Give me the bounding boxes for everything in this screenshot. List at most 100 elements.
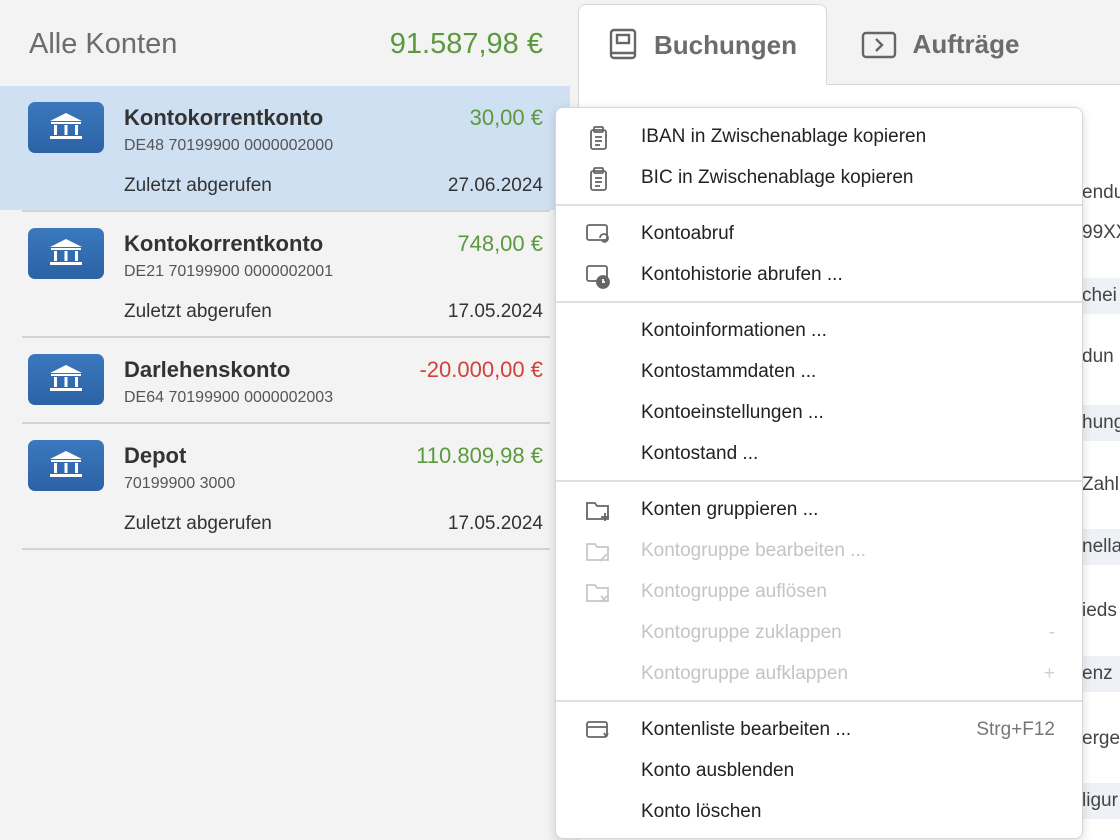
text-fragment: ieds [1082,600,1117,621]
menu-item[interactable]: Kontostand ... [556,433,1082,474]
menu-item: Kontogruppe auflösen [556,571,1082,612]
menu-shortcut: - [1048,621,1055,643]
tab-icon [861,31,896,58]
last-fetched-label: Zuletzt abgerufen [124,175,272,196]
bank-icon [28,228,104,279]
account-row[interactable]: Darlehenskonto DE64 70199900 0000002003 -2… [0,338,570,424]
menu-label: Kontostand ... [641,442,759,464]
menu-item[interactable]: Kontoeinstellungen ... [556,392,1082,433]
menu-label: BIC in Zwischenablage kopieren [641,166,914,188]
text-fragment: erge [1082,728,1120,749]
separator [22,336,550,338]
menu-item: Kontogruppe zuklappen - [556,612,1082,653]
menu-item[interactable]: Kontostammdaten ... [556,351,1082,392]
text-fragment: ligur [1082,790,1118,811]
menu-icon [586,543,609,562]
last-fetched-date: 17.05.2024 [447,301,543,322]
list-title: Alle Konten [29,28,178,60]
menu-separator [556,480,1082,482]
menu-label: Kontogruppe bearbeiten ... [641,539,867,561]
menu-item: Kontogruppe bearbeiten ... [556,530,1082,571]
menu-label: Kontoabruf [641,222,734,244]
account-iban: DE64 70199900 0000002003 [124,389,334,406]
menu-shortcut: + [1043,662,1055,684]
separator [22,210,550,212]
tab-label: Buchungen [654,29,797,60]
menu-label: Kontoinformationen ... [641,319,827,341]
row-stripe [1082,405,1120,441]
account-balance: 30,00 € [469,105,543,130]
account-iban: DE48 70199900 0000002000 [124,137,334,154]
last-fetched-label: Zuletzt abgerufen [124,513,272,534]
menu-item: Kontogruppe aufklappen + [556,653,1082,694]
account-name: Depot [124,443,187,468]
menu-label: Kontogruppe auflösen [641,580,827,602]
row-stripe [1082,529,1120,565]
menu-item[interactable]: Kontoabruf [556,213,1082,254]
menu-label: Kontoeinstellungen ... [641,401,824,423]
text-fragment: chei [1082,285,1117,306]
text-fragment: endu [1082,182,1120,203]
row-stripe [1082,656,1120,692]
menu-item[interactable]: Kontenliste bearbeiten ... Strg+F12 [556,709,1082,750]
menu-icon [586,224,609,243]
menu-item[interactable]: Kontohistorie abrufen ... [556,254,1082,295]
account-balance: 748,00 € [457,231,543,256]
tab[interactable]: Aufträge [840,4,1040,85]
menu-label: Konto ausblenden [641,759,795,781]
menu-separator [556,204,1082,206]
menu-item[interactable]: BIC in Zwischenablage kopieren [556,157,1082,198]
menu-shortcut: Strg+F12 [976,718,1055,740]
account-balance: -20.000,00 € [419,357,543,382]
menu-label: Konto löschen [641,800,762,822]
separator [22,548,550,550]
menu-icon [586,584,609,603]
menu-icon [586,721,609,738]
account-balance: 110.809,98 € [416,443,543,468]
menu-icon [590,126,607,150]
menu-separator [556,700,1082,702]
text-fragment: Zahl [1082,474,1119,495]
menu-item[interactable]: Konten gruppieren ... [556,489,1082,530]
menu-label: Kontogruppe aufklappen [641,662,849,684]
account-iban: DE21 70199900 0000002001 [124,263,334,280]
bank-icon [28,102,104,153]
account-name: Darlehenskonto [124,357,291,382]
menu-label: Konten gruppieren ... [641,498,819,520]
tab-label: Aufträge [912,29,1020,59]
account-row[interactable]: Depot 70199900 3000 110.809,98 € Zuletzt ab… [0,424,570,550]
last-fetched-date: 27.06.2024 [447,175,543,196]
menu-item[interactable]: IBAN in Zwischenablage kopieren [556,116,1082,157]
tab-icon [609,28,637,60]
text-fragment: 99XX [1082,222,1120,243]
account-name: Kontokorrentkonto [124,231,324,256]
bank-icon [28,440,104,491]
menu-label: Kontostammdaten ... [641,360,817,382]
menu-icon [586,265,610,289]
account-row[interactable]: Kontokorrentkonto DE21 70199900 000000200… [0,212,570,338]
tab[interactable]: Buchungen [578,4,827,85]
menu-item[interactable]: Kontoinformationen ... [556,310,1082,351]
row-stripe [1082,783,1120,819]
last-fetched-date: 17.05.2024 [447,513,543,534]
menu-label: Kontohistorie abrufen ... [641,263,843,285]
total-balance: 91.587,98 € [389,28,543,60]
menu-label: IBAN in Zwischenablage kopieren [641,125,927,147]
menu-icon [586,502,609,521]
bank-icon [28,354,104,405]
menu-item[interactable]: Konto ausblenden [556,750,1082,791]
context-menu: IBAN in Zwischenablage kopieren BIC in Zw… [555,107,1083,839]
menu-item[interactable]: Konto löschen [556,791,1082,832]
text-fragment: hung [1082,412,1120,433]
menu-label: Kontogruppe zuklappen [641,621,842,643]
text-fragment: nella [1082,536,1120,557]
separator [22,422,550,424]
row-stripe [1082,278,1120,314]
account-name: Kontokorrentkonto [124,105,324,130]
menu-label: Kontenliste bearbeiten ... [641,718,852,740]
account-row[interactable]: Kontokorrentkonto DE48 70199900 000000200… [0,86,570,212]
last-fetched-label: Zuletzt abgerufen [124,301,272,322]
text-fragment: enz [1082,663,1113,684]
